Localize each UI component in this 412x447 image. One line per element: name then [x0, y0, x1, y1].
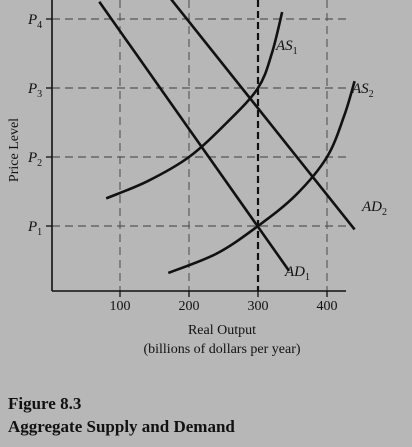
series-label-ad1: AD1	[284, 264, 310, 283]
x-axis-label: Real Output	[188, 323, 256, 338]
chart: Price Level Real Output (billions of dol…	[7, 0, 387, 357]
figure-caption: Figure 8.3 Aggregate Supply and Demand	[8, 392, 235, 438]
series-label-as2: AS2	[351, 81, 374, 100]
y-tick-label-p1: P1	[27, 219, 42, 238]
x-axis-sublabel: (billions of dollars per year)	[143, 342, 300, 357]
series-label-as1: AS1	[275, 38, 298, 57]
series-as2	[167, 80, 356, 275]
x-tick-label-200: 200	[179, 299, 200, 314]
x-tick-label-100: 100	[110, 299, 131, 314]
series-label-ad2: AD2	[361, 199, 387, 218]
figure-number: Figure 8.3	[8, 394, 82, 413]
y-tick-label-p4: P4	[27, 12, 42, 31]
y-axis-label: Price Level	[7, 118, 22, 182]
y-tick-label-p3: P3	[27, 81, 42, 100]
series-ad2	[170, 0, 356, 231]
y-tick-label-p2: P2	[27, 150, 42, 169]
x-tick-label-300: 300	[248, 299, 269, 314]
series-ad1	[98, 1, 291, 272]
figure-title: Aggregate Supply and Demand	[8, 417, 235, 436]
series-as1	[105, 11, 284, 200]
x-tick-label-400: 400	[317, 299, 338, 314]
